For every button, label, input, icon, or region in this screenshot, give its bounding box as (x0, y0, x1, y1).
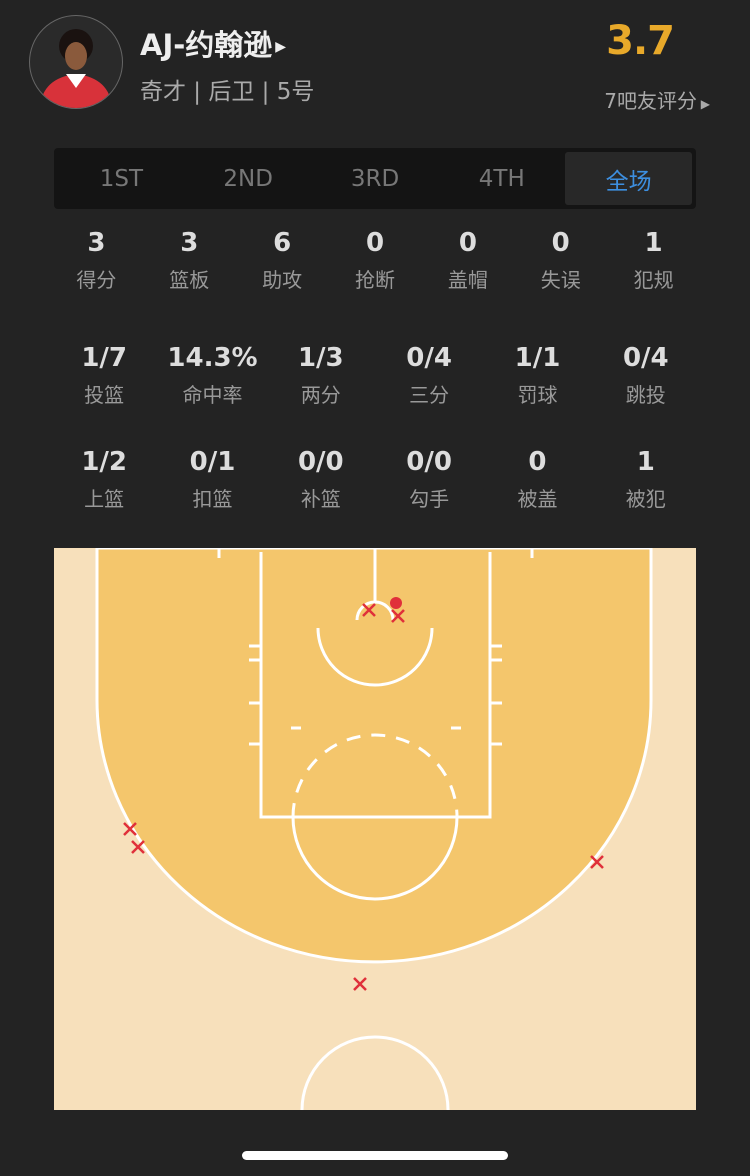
stat-label: 抢断 (355, 268, 395, 292)
stat-label: 得分 (76, 268, 117, 292)
stat-cell: 0/0 勾手 (375, 447, 483, 512)
stat-label: 被盖 (517, 487, 558, 511)
stat-cell: 0/1 扣篮 (158, 447, 266, 512)
stat-value: 1 (644, 228, 663, 258)
stat-value: 1/1 (514, 343, 561, 373)
stat-value: 1/7 (81, 343, 127, 373)
stat-label: 勾手 (409, 487, 450, 511)
stat-cell: 0 盖帽 (421, 228, 514, 293)
shooting-stats: 1/7 投篮 14.3% 命中率 1/3 两分 0/4 三分 1/1 罚球 0/4 跳投 (50, 343, 700, 408)
stat-value: 14.3% (167, 343, 258, 373)
made-shot-marker (390, 597, 402, 609)
stat-cell: 1/7 投篮 (50, 343, 158, 408)
stat-label: 被犯 (625, 487, 666, 511)
stat-label: 盖帽 (447, 268, 488, 292)
tab-2nd[interactable]: 2ND (223, 165, 273, 192)
missed-shot-marker (123, 822, 137, 836)
stat-cell: 6 助攻 (236, 228, 329, 293)
court-lines (217, 548, 534, 1110)
rating-score: 3.7 (606, 18, 675, 64)
stat-value: 0 (528, 447, 547, 477)
stat-cell: 0/4 三分 (375, 343, 483, 408)
missed-shot-marker (590, 855, 604, 869)
stat-cell: 0/0 补篮 (267, 447, 375, 512)
stat-value: 0 (365, 228, 385, 258)
stat-cell: 1 被犯 (592, 447, 700, 512)
stat-cell: 14.3% 命中率 (158, 343, 266, 408)
stat-value: 0/4 (622, 343, 669, 373)
rating-label: 7吧友评分 (604, 89, 697, 113)
stat-label: 命中率 (182, 383, 243, 407)
player-info: 奇才 | 后卫 | 5号 (140, 79, 315, 105)
shot-chart (54, 548, 696, 1110)
stat-label: 篮板 (169, 268, 210, 292)
rating-link[interactable]: 7吧友评分 ▶ (604, 85, 710, 114)
stat-cell: 3 得分 (50, 228, 143, 293)
triangle-right-icon: ▶ (696, 97, 710, 111)
stat-value: 1/3 (297, 343, 344, 373)
missed-shot-marker (131, 840, 145, 854)
stat-label: 三分 (409, 383, 450, 407)
player-photo (40, 29, 112, 108)
stat-value: 1/2 (81, 447, 127, 477)
player-name[interactable]: AJ-约翰逊 ▶ (140, 22, 286, 64)
avatar[interactable] (29, 15, 123, 109)
stat-value: 3 (87, 228, 106, 258)
triangle-right-icon: ▶ (275, 39, 287, 55)
missed-shot-marker (353, 977, 367, 991)
stat-label: 罚球 (517, 383, 558, 407)
missed-shot-marker (362, 603, 376, 617)
stat-label: 犯规 (633, 268, 674, 292)
missed-shot-marker (391, 609, 405, 623)
main-stats: 3 得分 3 篮板 6 助攻 0 抢断 0 盖帽 0 失误 1 犯规 (50, 228, 700, 293)
tab-full-game[interactable]: 全场 (565, 152, 692, 205)
stat-cell: 1/3 两分 (267, 343, 375, 408)
home-indicator[interactable] (242, 1151, 508, 1160)
stat-value: 0/0 (297, 447, 344, 477)
stat-value: 0/0 (406, 447, 452, 477)
stat-cell: 0 抢断 (329, 228, 422, 293)
stat-label: 扣篮 (192, 487, 233, 511)
stat-cell: 0 失误 (514, 228, 607, 293)
stat-cell: 1/2 上篮 (50, 447, 158, 512)
period-tabs: 1ST 2ND 3RD 4TH 全场 (54, 148, 696, 209)
tab-1st[interactable]: 1ST (99, 165, 144, 192)
stat-label: 跳投 (625, 383, 666, 407)
stat-value: 0 (551, 228, 570, 258)
stat-cell: 1 犯规 (607, 228, 700, 293)
stat-cell: 0/4 跳投 (592, 343, 700, 408)
three-point-line (95, 548, 653, 964)
shot-type-stats: 1/2 上篮 0/1 扣篮 0/0 补篮 0/0 勾手 0 被盖 1 被犯 (50, 447, 700, 512)
stat-label: 上篮 (84, 487, 125, 511)
stat-cell: 1/1 罚球 (483, 343, 591, 408)
player-name-text: AJ-约翰逊 (140, 28, 273, 62)
tab-3rd[interactable]: 3RD (350, 165, 400, 192)
stat-value: 0 (458, 228, 477, 258)
stat-label: 投篮 (84, 383, 125, 407)
stat-value: 1 (636, 447, 655, 477)
stat-value: 6 (273, 228, 292, 258)
stat-label: 补篮 (300, 487, 341, 511)
tab-4th[interactable]: 4TH (478, 165, 525, 192)
stat-label: 两分 (300, 383, 341, 407)
stat-value: 3 (180, 228, 199, 258)
stat-value: 0/1 (189, 447, 236, 477)
stat-label: 失误 (540, 268, 581, 292)
stat-value: 0/4 (406, 343, 452, 373)
stat-label: 助攻 (262, 268, 303, 292)
stat-cell: 3 篮板 (143, 228, 236, 293)
stat-cell: 0 被盖 (483, 447, 591, 512)
